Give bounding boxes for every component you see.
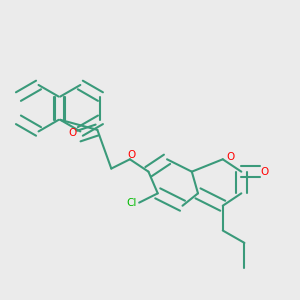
Text: O: O — [226, 152, 235, 162]
Text: O: O — [68, 128, 77, 138]
Text: O: O — [127, 150, 136, 160]
Text: Cl: Cl — [126, 198, 136, 208]
Text: O: O — [260, 167, 269, 177]
